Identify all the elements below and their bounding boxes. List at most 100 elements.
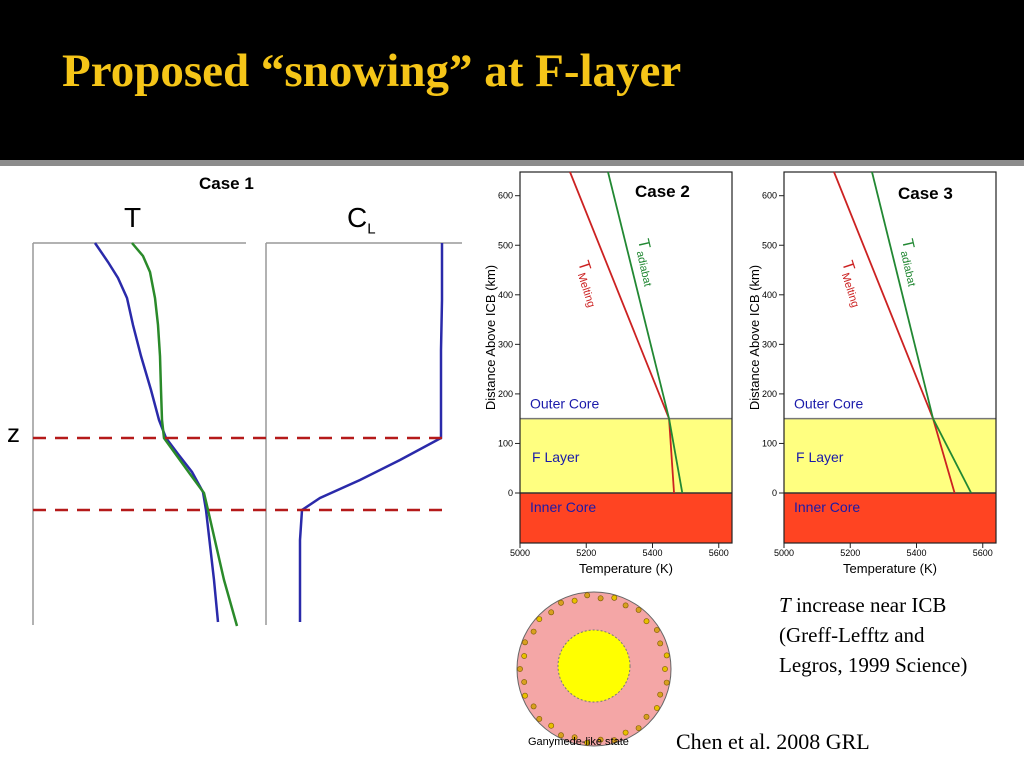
title-divider [0, 160, 1024, 166]
snowflake-icon [521, 679, 528, 685]
y-tick-label: 400 [762, 290, 777, 300]
outer-core-label: Outer Core [794, 396, 863, 412]
inner-core-label: Inner Core [794, 499, 860, 515]
inner-core-label: Inner Core [530, 499, 596, 515]
snowflake-icon [548, 722, 555, 729]
case1-c-label: CL [347, 202, 376, 238]
adiabat-line-f [932, 418, 972, 494]
snowflake-icon [643, 713, 650, 720]
f-layer-region [520, 418, 732, 493]
snowflake-icon [584, 592, 591, 599]
case1-z-label: z [7, 418, 20, 448]
snowflake-icon [571, 734, 578, 741]
snowflake-icon [657, 640, 664, 647]
snowflake-icon [536, 715, 543, 722]
snowflake-icon [522, 639, 528, 646]
outer-core-region [784, 172, 996, 419]
y-tick-label: 400 [498, 290, 513, 300]
x-tick-label: 5200 [840, 548, 860, 558]
snowflake-icon [611, 737, 618, 744]
snowflake-icon [663, 652, 670, 659]
citation: Chen et al. 2008 GRL [676, 729, 870, 754]
note-row-1: T increase near ICB [779, 590, 967, 620]
f-layer-region [784, 418, 996, 493]
snowflake-icon [622, 729, 629, 736]
snowflake-icon [571, 597, 578, 604]
y-tick-label: 500 [762, 240, 777, 250]
snowflake-icon [522, 692, 528, 699]
inner-core-region [520, 493, 732, 543]
plot-frame [519, 171, 733, 544]
snowflake-icon [548, 609, 555, 616]
snowflake-icon [653, 705, 660, 711]
x-tick-label: 5600 [973, 548, 993, 558]
melting-line [569, 171, 670, 420]
snowflake-icon [597, 595, 604, 602]
y-tick-label: 200 [762, 389, 777, 399]
outer-core-region [520, 172, 732, 419]
snowflake-icon [558, 732, 564, 739]
x-tick-label: 5000 [510, 548, 530, 558]
title-bar [0, 0, 1024, 160]
note-text: T increase near ICB (Greff-Lefftz and Le… [779, 590, 967, 680]
t-adiabat-symbol: T [898, 237, 917, 251]
y-axis-label: Distance Above ICB (km) [747, 265, 762, 410]
case1-c-subscript: L [367, 220, 376, 238]
snowflake-icon [635, 725, 642, 731]
case3-label: Case 3 [898, 184, 953, 203]
case1-label: Case 1 [199, 174, 254, 193]
snowflake-icon [517, 592, 670, 746]
x-tick-label: 5600 [709, 548, 729, 558]
y-tick-label: 0 [772, 488, 777, 498]
note-line-3: Legros, 1999 Science) [779, 653, 968, 677]
x-tick-label: 5400 [642, 548, 662, 558]
snowflake-icon [657, 691, 664, 698]
case2-label: Case 2 [635, 182, 690, 201]
y-axis-label: Distance Above ICB (km) [483, 265, 498, 410]
ganymede-illustration [516, 591, 672, 747]
x-axis-label: Temperature (K) [579, 561, 673, 576]
slide-title: Proposed “snowing” at F-layer [62, 45, 682, 97]
y-tick-label: 600 [498, 191, 513, 201]
y-tick-label: 300 [498, 339, 513, 349]
f-layer-label: F Layer [796, 449, 844, 465]
snowflake-icon [597, 736, 604, 743]
case1-t-green-curve [131, 242, 239, 627]
snowflake-icon [558, 599, 564, 606]
snowflake-icon [663, 679, 670, 686]
snowflake-icon [662, 666, 668, 672]
inner-core-region [784, 493, 996, 543]
snowflake-icon [530, 628, 537, 635]
snowflake-icon [643, 618, 650, 625]
snowflake-icon [521, 653, 528, 659]
snowflake-icon [653, 627, 660, 633]
y-tick-label: 0 [508, 488, 513, 498]
note-line-2: (Greff-Lefftz and [779, 623, 925, 647]
f-layer-label: F Layer [532, 449, 580, 465]
melting-line-f [668, 418, 675, 494]
adiabat-line-f [668, 418, 684, 494]
y-tick-label: 600 [762, 191, 777, 201]
snowflake-icon [611, 594, 618, 601]
case1-c-blue-curve [298, 243, 444, 622]
melting-line-f [932, 418, 956, 494]
y-tick-label: 100 [762, 438, 777, 448]
adiabat-line [871, 171, 934, 419]
snowflake-icon [530, 703, 537, 710]
x-tick-label: 5200 [576, 548, 596, 558]
ganymede-inner-core [557, 629, 631, 703]
x-tick-label: 5000 [774, 548, 794, 558]
melting-line [833, 171, 934, 420]
t-adiabat-symbol: T [634, 237, 653, 251]
note-t-symbol: T [779, 593, 791, 617]
x-tick-label: 5400 [906, 548, 926, 558]
y-tick-label: 100 [498, 438, 513, 448]
snowflake-icon [517, 666, 523, 672]
adiabat-line [607, 171, 670, 419]
snowflake-icon [584, 739, 591, 746]
outer-core-label: Outer Core [530, 396, 599, 412]
note-line-1: increase near ICB [790, 593, 947, 617]
y-tick-label: 300 [762, 339, 777, 349]
